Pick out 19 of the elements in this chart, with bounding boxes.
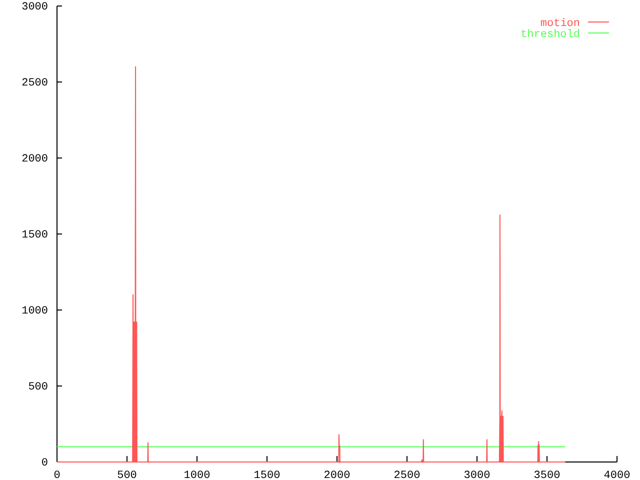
legend-label: threshold	[520, 28, 580, 41]
x-tick-label: 1000	[184, 470, 210, 480]
x-tick-label: 4000	[604, 470, 630, 480]
y-tick-label: 3000	[22, 2, 48, 14]
x-tick-label: 1500	[254, 470, 280, 480]
x-tick-label: 0	[54, 470, 60, 480]
y-tick-label: 500	[28, 382, 48, 394]
legend-label: motion	[540, 18, 580, 30]
x-tick-label: 2000	[324, 470, 350, 480]
y-tick-label: 2000	[22, 154, 48, 166]
x-tick-label: 500	[117, 470, 137, 480]
y-tick-label: 2500	[22, 78, 48, 90]
y-tick-label: 0	[41, 458, 48, 470]
x-tick-label: 3500	[534, 470, 560, 480]
x-tick-label: 2500	[394, 470, 420, 480]
x-tick-label: 3000	[464, 470, 490, 480]
y-tick-label: 1000	[22, 306, 48, 318]
line-series	[56, 66, 566, 462]
y-tick-label: 1500	[22, 230, 48, 242]
